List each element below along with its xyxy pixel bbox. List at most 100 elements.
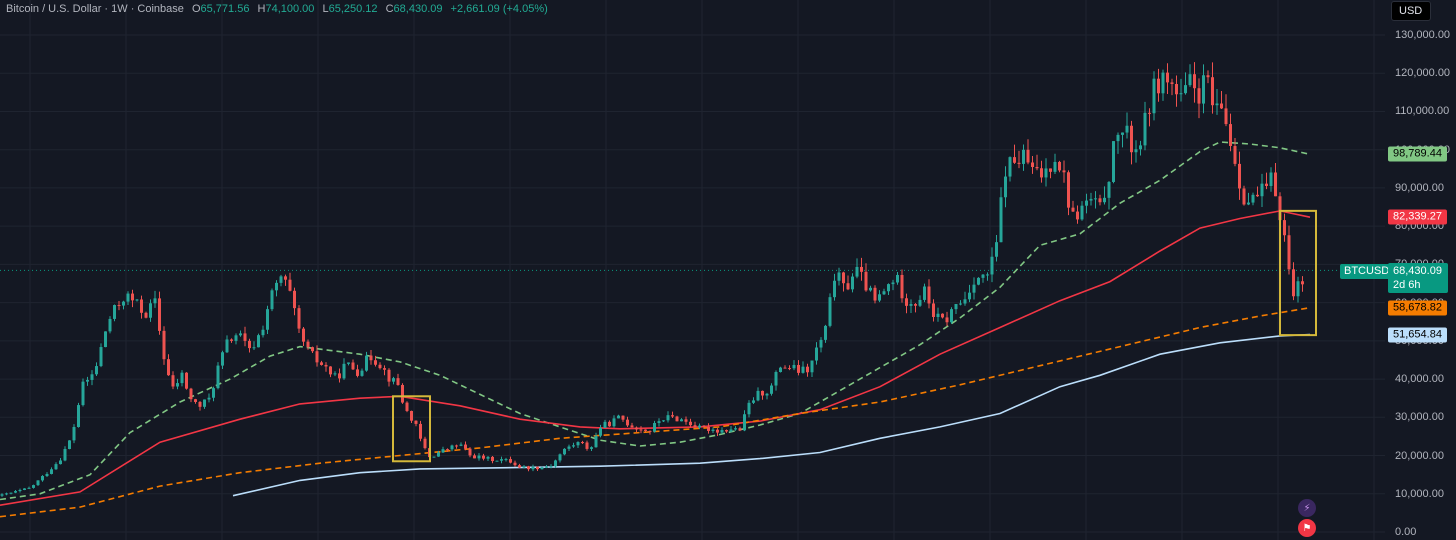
low-value: 65,250.12 (328, 3, 378, 15)
candle-body (621, 415, 625, 420)
candle-body (536, 466, 539, 470)
candle-body (887, 284, 890, 292)
candle-body (770, 385, 773, 394)
candle-body (207, 397, 211, 400)
high-key: H (257, 3, 266, 15)
us-flag-icon[interactable]: ⚑ (1298, 519, 1316, 537)
candle-body (941, 313, 944, 318)
candle-body (23, 488, 26, 490)
candle-body (378, 364, 382, 369)
candle-body (594, 435, 598, 448)
candle-body (167, 359, 170, 376)
candle-body (765, 393, 769, 396)
candle-body (896, 274, 899, 283)
candle-body (558, 454, 562, 461)
candle-body (540, 467, 544, 470)
candle-body (549, 466, 553, 468)
candle-body (590, 447, 593, 449)
candle-body (1143, 112, 1147, 146)
candle-body (239, 333, 242, 336)
candle-body (1152, 78, 1156, 114)
candle-body (464, 444, 467, 449)
symbol-title[interactable]: Bitcoin / U.S. Dollar · 1W · Coinbase (6, 3, 184, 15)
candle-body (981, 274, 985, 278)
candle-body (950, 309, 953, 323)
candle-body (1130, 125, 1133, 153)
candle-body (248, 340, 251, 349)
candle-body (1193, 74, 1196, 89)
candle-body (387, 369, 391, 382)
candle-body (221, 352, 224, 366)
candle-body (531, 466, 535, 470)
candle-body (45, 473, 49, 477)
candle-body (86, 379, 89, 382)
candle-body (554, 460, 557, 467)
moving-average-tag: 51,654.84 (1388, 327, 1447, 343)
candle-body (878, 294, 881, 301)
moving-average-tag: 98,789.44 (1388, 146, 1447, 162)
close-value: 68,430.09 (393, 3, 443, 15)
candlestick-series (0, 62, 1304, 497)
candle-body (707, 426, 710, 431)
candle-body (698, 425, 701, 428)
candle-body (504, 459, 508, 461)
candle-body (104, 331, 107, 348)
candle-body (842, 272, 845, 284)
candle-body (270, 290, 274, 310)
last-price-tag: 68,430.09 2d 6h (1388, 263, 1448, 293)
candle-body (117, 305, 121, 307)
price-tick-label: 20,000.00 (1395, 449, 1444, 462)
candle-body (833, 280, 836, 298)
candle-body (932, 303, 935, 318)
candle-body (284, 276, 287, 280)
candle-body (1103, 197, 1106, 203)
candle-body (909, 304, 913, 306)
candle-body (59, 460, 62, 465)
candle-body (1080, 205, 1084, 220)
candle-body (644, 429, 647, 431)
candle-body (243, 333, 247, 341)
candle-body (545, 466, 548, 468)
candle-body (1116, 134, 1120, 142)
lightning-icon[interactable]: ⚡ (1298, 499, 1316, 517)
candle-body (95, 366, 98, 375)
candle-body (977, 277, 980, 285)
candle-body (171, 375, 175, 387)
highlight-boxes (392, 209, 1317, 463)
candle-body (585, 442, 589, 449)
candle-body (158, 298, 161, 331)
candle-body (1238, 163, 1241, 189)
candle-body (1211, 77, 1214, 106)
candle-body (851, 276, 854, 290)
candle-body (527, 466, 530, 470)
candle-body (689, 421, 692, 426)
candle-body (729, 429, 733, 432)
price-tick-label: 90,000.00 (1395, 181, 1444, 194)
currency-button[interactable]: USD (1391, 1, 1431, 21)
moving-average-lines (0, 141, 1311, 518)
candle-body (662, 420, 665, 422)
moving-average-tag: 82,339.27 (1388, 209, 1447, 225)
candle-body (131, 293, 134, 301)
candle-body (257, 335, 260, 348)
candle-body (297, 308, 301, 329)
candle-body (684, 419, 688, 422)
candle-body (135, 299, 139, 301)
candle-body (617, 415, 620, 419)
candle-body (1071, 207, 1075, 212)
candle-body (423, 438, 427, 449)
candle-body (788, 368, 791, 370)
candle-body (1256, 194, 1259, 197)
candle-body (1139, 145, 1142, 150)
candle-body (711, 429, 715, 431)
candle-body (1031, 162, 1034, 167)
candle-body (774, 372, 778, 386)
candle-body (1134, 149, 1138, 153)
candle-body (630, 425, 634, 428)
candle-body (1233, 146, 1237, 164)
candle-body (846, 283, 850, 290)
candle-body (144, 312, 148, 318)
candle-body (828, 297, 832, 326)
moving-average-tag: 58,678.82 (1388, 300, 1447, 316)
